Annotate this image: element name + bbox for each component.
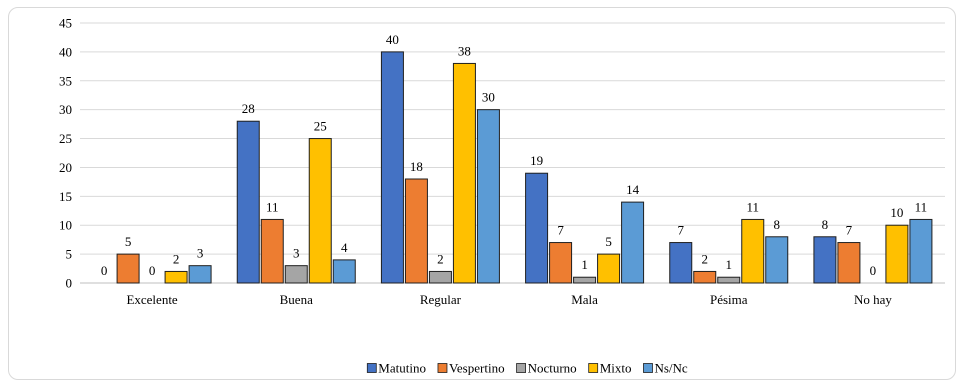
legend-label: Mixto: [600, 361, 632, 376]
bar-nocturno-3: [573, 276, 597, 284]
bar-ns-nc-2: [476, 109, 500, 284]
legend-swatch: [516, 363, 526, 373]
y-tick-label: 5: [66, 247, 73, 262]
y-axis-ticks: 0 5 10 15 20 25 30 35 40 45: [59, 16, 72, 291]
data-label: 38: [458, 43, 471, 58]
legend-swatch: [437, 363, 448, 373]
y-tick-label: 0: [66, 276, 73, 291]
x-category-label: Mala: [571, 292, 598, 307]
data-label: 25: [314, 119, 327, 134]
bars: [116, 51, 933, 284]
bar-vespertino-2: [404, 178, 428, 284]
bar-mixto-1: [308, 138, 332, 284]
data-label: 8: [822, 217, 829, 232]
gridlines: [80, 22, 945, 284]
data-label: 14: [626, 182, 640, 197]
y-tick-label: 40: [59, 44, 72, 59]
data-label: 5: [605, 234, 612, 249]
bar-vespertino-3: [549, 242, 573, 284]
data-label: 8: [774, 217, 781, 232]
bar-ns-nc-3: [621, 201, 645, 284]
data-label: 2: [173, 251, 180, 266]
bar-ns-nc-4: [765, 236, 789, 284]
legend-label: Nocturno: [528, 361, 577, 376]
x-category-label: Excelente: [126, 292, 177, 307]
data-label: 2: [702, 251, 709, 266]
x-category-label: Regular: [420, 292, 462, 307]
data-label: 3: [293, 246, 300, 261]
legend-label: Vespertino: [449, 361, 505, 376]
bar-mixto-0: [164, 270, 188, 284]
data-label: 11: [746, 199, 759, 214]
y-tick-label: 10: [59, 218, 72, 233]
bar-matutino-3: [525, 172, 549, 284]
bar-vespertino-5: [837, 242, 861, 284]
data-label: 11: [915, 199, 928, 214]
data-label: 10: [890, 205, 903, 220]
data-label: 19: [530, 153, 543, 168]
bar-nocturno-2: [428, 270, 452, 284]
bar-nocturno-1: [284, 265, 308, 284]
y-tick-label: 45: [59, 16, 72, 31]
legend: Matutino Vespertino Nocturno Mixto Ns/Nc: [366, 361, 688, 376]
data-label: 40: [386, 32, 399, 47]
data-label: 5: [125, 234, 132, 249]
data-label: 7: [846, 223, 853, 238]
bar-vespertino-4: [693, 270, 717, 284]
legend-swatch: [643, 363, 653, 373]
bar-mixto-3: [597, 253, 621, 284]
bar-mixto-5: [885, 224, 909, 284]
data-label: 4: [341, 240, 348, 255]
bar-matutino-4: [669, 242, 693, 284]
bar-ns-nc-5: [909, 218, 933, 284]
bar-mixto-2: [452, 62, 476, 284]
legend-label: Matutino: [378, 361, 426, 376]
y-tick-label: 15: [59, 189, 72, 204]
data-label: 0: [101, 263, 108, 278]
y-tick-label: 25: [59, 131, 72, 146]
bar-matutino-2: [380, 51, 404, 284]
legend-swatch: [588, 363, 599, 373]
data-label: 2: [437, 251, 444, 266]
x-category-label: No hay: [854, 292, 892, 307]
data-label: 30: [482, 90, 495, 105]
bar-ns-nc-0: [188, 265, 212, 284]
x-category-label: Pésima: [710, 292, 748, 307]
bar-nocturno-4: [717, 276, 741, 284]
data-label: 18: [410, 159, 423, 174]
bar-ns-nc-1: [332, 259, 356, 284]
data-label: 28: [242, 101, 255, 116]
data-label: 11: [266, 199, 279, 214]
x-axis-categories: Excelente Buena Regular Mala Pésima No hay: [126, 292, 892, 307]
data-label: 1: [581, 257, 588, 272]
data-label: 0: [870, 263, 877, 278]
y-tick-label: 30: [59, 102, 72, 117]
y-tick-label: 35: [59, 73, 72, 88]
x-category-label: Buena: [280, 292, 313, 307]
data-label: 3: [197, 246, 204, 261]
legend-swatch: [366, 363, 377, 373]
bar-matutino-1: [236, 120, 260, 284]
bar-mixto-4: [741, 218, 765, 284]
bar-vespertino-1: [260, 218, 284, 284]
data-label: 1: [726, 257, 733, 272]
y-tick-label: 20: [59, 160, 72, 175]
data-label: 7: [678, 223, 685, 238]
data-label: 0: [149, 263, 156, 278]
data-label: 7: [557, 223, 564, 238]
legend-label: Ns/Nc: [654, 361, 687, 376]
bar-matutino-5: [813, 236, 837, 284]
bar-vespertino-0: [116, 253, 140, 284]
